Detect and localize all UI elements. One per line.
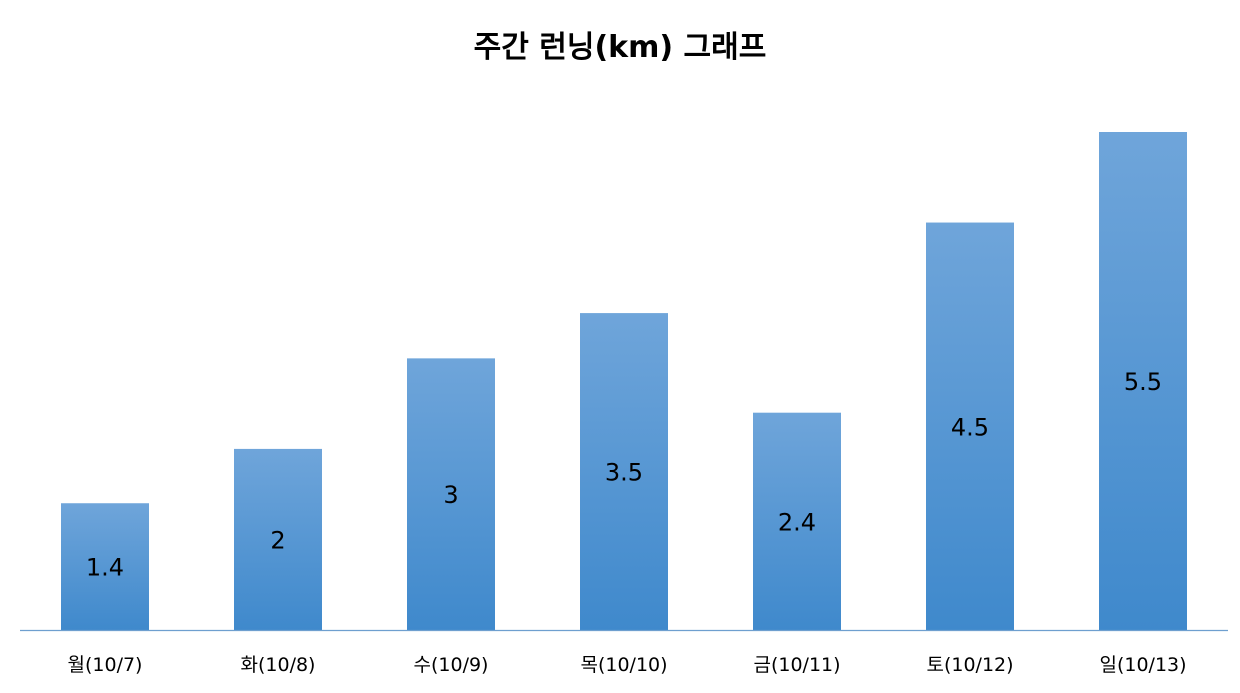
bar-value-label-1: 1.4 <box>86 554 124 582</box>
x-tick-label-5: 금(10/11) <box>753 654 840 676</box>
bar-4 <box>580 313 668 630</box>
chart-title: 주간 런닝(km) 그래프 <box>473 30 767 65</box>
x-tick-label-7: 일(10/13) <box>1099 654 1186 676</box>
bar-7 <box>1099 132 1187 630</box>
bar-2 <box>234 448 322 630</box>
bar-value-label-2: 2 <box>270 526 285 554</box>
bar-value-label-3: 3 <box>443 481 458 509</box>
x-tick-label-4: 목(10/10) <box>580 654 667 676</box>
bar-5 <box>753 412 841 630</box>
bar-6 <box>926 222 1014 630</box>
bar-labels-group: 1.4 2 3 3.5 2.4 4.5 5.5 <box>86 368 1162 582</box>
bar-value-label-4: 3.5 <box>605 459 643 487</box>
bars-group <box>61 132 1187 630</box>
bar-value-label-7: 5.5 <box>1124 368 1162 396</box>
x-tick-label-3: 수(10/9) <box>414 654 489 676</box>
bar-3 <box>407 358 495 630</box>
x-tick-label-2: 화(10/8) <box>241 654 316 676</box>
x-tick-label-1: 월(10/7) <box>68 654 143 676</box>
bar-1 <box>61 503 149 630</box>
x-tick-label-6: 토(10/12) <box>926 654 1013 676</box>
bar-value-label-6: 4.5 <box>951 413 989 441</box>
bar-value-label-5: 2.4 <box>778 508 816 536</box>
x-tick-labels-group: 월(10/7) 화(10/8) 수(10/9) 목(10/10) 금(10/11) 토(1… <box>68 654 1187 676</box>
